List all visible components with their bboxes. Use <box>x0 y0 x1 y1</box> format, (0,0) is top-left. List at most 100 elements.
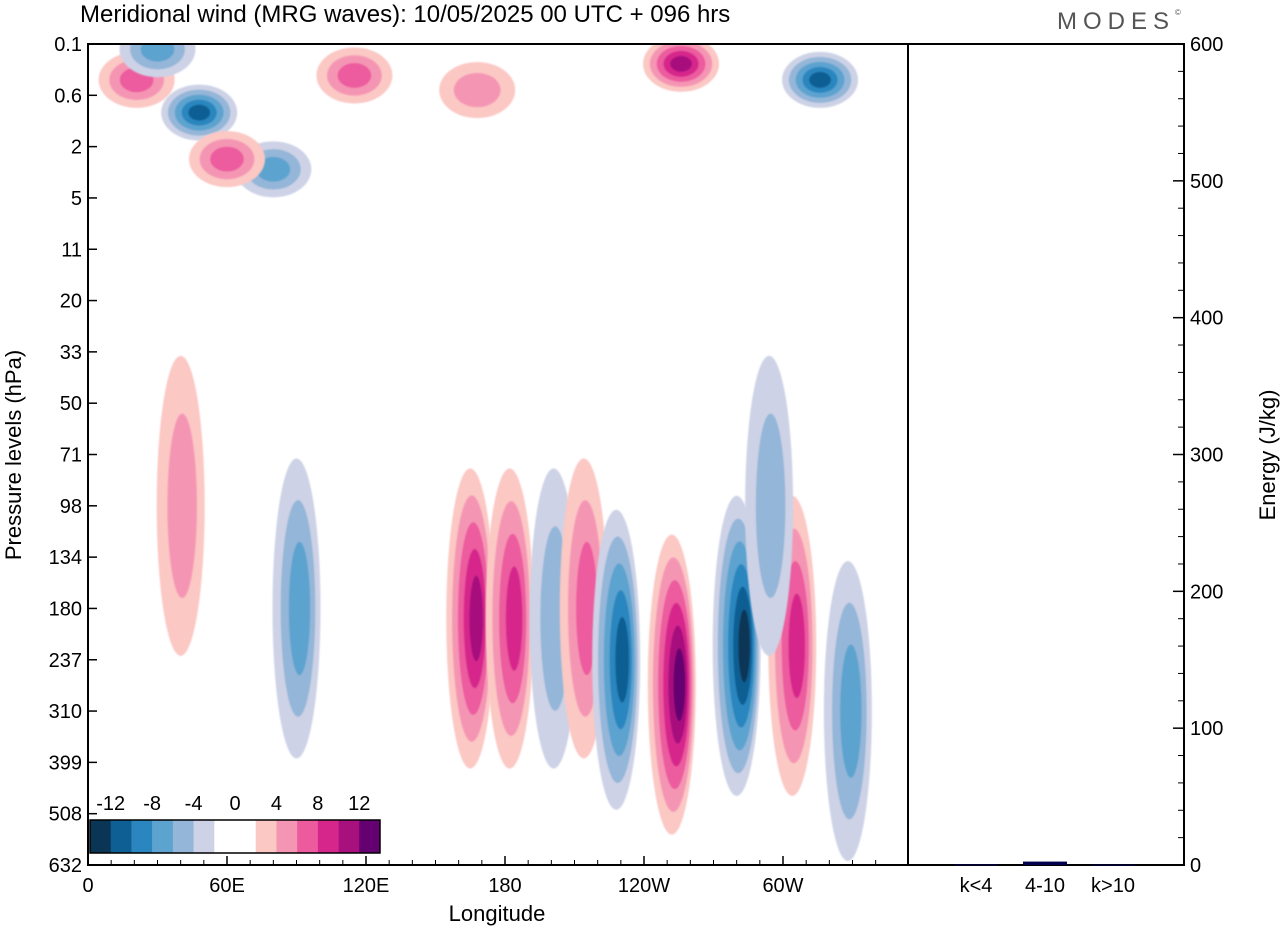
colorbar-swatch <box>359 820 381 853</box>
x-tick-label: 120E <box>343 875 390 897</box>
contour-band <box>140 44 175 62</box>
contour-band <box>670 55 692 72</box>
colorbar-swatch <box>297 820 319 853</box>
colorbar-label: 4 <box>271 793 282 815</box>
colorbar-swatch <box>172 820 194 853</box>
y-tick-label: 508 <box>49 804 82 826</box>
contour-band <box>469 575 484 662</box>
contour-band <box>809 71 831 88</box>
contour-band <box>210 146 244 172</box>
contour-band <box>505 566 523 671</box>
colorbar-swatch <box>110 820 132 853</box>
colorbar-swatch <box>193 820 215 853</box>
energy-frame <box>907 43 1185 866</box>
contour-band <box>840 644 862 778</box>
contour-band <box>167 413 197 599</box>
x-tick-label: 180 <box>488 875 521 897</box>
contour-band <box>755 413 786 599</box>
energy-tick-label: 300 <box>1190 445 1223 467</box>
longitude-axis: 0 60E 120E 180 120W 60W <box>82 856 877 897</box>
y-tick-label: 134 <box>49 547 82 569</box>
y-tick-label: 2 <box>71 137 82 159</box>
y-tick-label: 632 <box>49 855 82 877</box>
colorbar-label: 8 <box>312 793 323 815</box>
contour-band <box>288 541 311 676</box>
y-tick-label: 71 <box>60 445 82 467</box>
contour-cell-20 <box>823 561 872 862</box>
contour-cell-1 <box>161 84 238 141</box>
y-tick-label: 50 <box>60 393 82 415</box>
y-tick-label: 20 <box>60 291 82 313</box>
contour-band <box>188 104 211 121</box>
contour-band <box>256 156 291 182</box>
y-tick-label: 33 <box>60 342 82 364</box>
pressure-axis: 0.1 0.6 2 5 11 20 33 50 71 98 134 180 237 310 399 508 63… <box>49 34 97 877</box>
colorbar-swatch <box>276 820 298 853</box>
contour-cell-4 <box>439 62 516 119</box>
colorbar-swatch <box>235 820 257 853</box>
y-tick-label: 237 <box>49 650 82 672</box>
contour-cell-9 <box>156 355 205 656</box>
contour-band <box>673 648 686 722</box>
modes-logo: MODES© <box>1057 8 1181 36</box>
x-tick-label: 60W <box>762 875 803 897</box>
y-axis-label: Pressure levels (hPa) <box>1 350 26 560</box>
contour-cell-16 <box>647 534 696 835</box>
contour-cell-3 <box>316 47 393 104</box>
energy-tick-label: 400 <box>1190 308 1223 330</box>
contour-cell-11 <box>446 468 495 769</box>
energy-category-label: k>10 <box>1091 875 1135 897</box>
contour-cell-6 <box>782 51 859 108</box>
contour-cell-12 <box>485 468 534 769</box>
y-tick-label: 0.1 <box>54 34 82 56</box>
chart-title: Meridional wind (MRG waves): 10/05/2025 … <box>80 1 731 28</box>
colorbar-swatch <box>152 820 174 853</box>
contour-band <box>576 541 598 676</box>
x-tick-label: 60E <box>209 875 245 897</box>
energy-tick-label: 500 <box>1190 171 1223 193</box>
y-tick-label: 0.6 <box>54 85 82 107</box>
colorbar-swatch <box>90 820 112 853</box>
colorbar-label: 0 <box>229 793 240 815</box>
colorbar-swatch <box>131 820 153 853</box>
colorbar-label: -12 <box>96 793 125 815</box>
energy-bar <box>1023 861 1067 865</box>
energy-bar <box>954 864 998 866</box>
energy-bars: k<4 4-10 k>10 <box>954 861 1135 897</box>
colorbar-label: -8 <box>143 793 161 815</box>
contour-band <box>788 593 806 699</box>
x-axis-label: Longitude <box>449 901 546 926</box>
contour-band <box>615 616 630 703</box>
contour-cell-19 <box>745 355 794 656</box>
y-tick-label: 180 <box>49 598 82 620</box>
heatmap-contours <box>98 44 872 862</box>
contour-cell-15 <box>592 509 641 810</box>
energy-axis: 0 100 200 300 400 500 600 <box>1173 34 1223 877</box>
colorbar-swatch <box>214 820 236 853</box>
colorbar-swatch <box>317 820 339 853</box>
energy-axis-label: Energy (J/kg) <box>1255 390 1280 521</box>
contour-cell-10 <box>272 458 321 759</box>
energy-tick-label: 200 <box>1190 581 1223 603</box>
x-tick-label: 120W <box>618 875 670 897</box>
y-tick-label: 5 <box>71 188 82 210</box>
y-tick-label: 11 <box>61 239 82 261</box>
energy-bar <box>1091 864 1135 866</box>
colorbar-swatch <box>255 820 277 853</box>
energy-category-label: k<4 <box>960 875 993 897</box>
colorbar-swatch <box>338 820 360 853</box>
y-tick-label: 98 <box>60 496 82 518</box>
colorbar: -12 -8 -4 0 4 8 12 <box>89 793 381 854</box>
contour-cell-5 <box>643 44 720 92</box>
contour-band <box>738 609 750 683</box>
energy-tick-label: 100 <box>1190 718 1223 740</box>
energy-tick-label: 600 <box>1190 34 1223 56</box>
y-tick-label: 310 <box>49 701 82 723</box>
contour-band <box>337 63 372 88</box>
colorbar-label: 12 <box>348 793 370 815</box>
y-tick-label: 399 <box>49 752 82 774</box>
logo-text: MODES <box>1057 8 1176 35</box>
logo-mark: © <box>1175 8 1181 17</box>
colorbar-label: -4 <box>185 793 203 815</box>
